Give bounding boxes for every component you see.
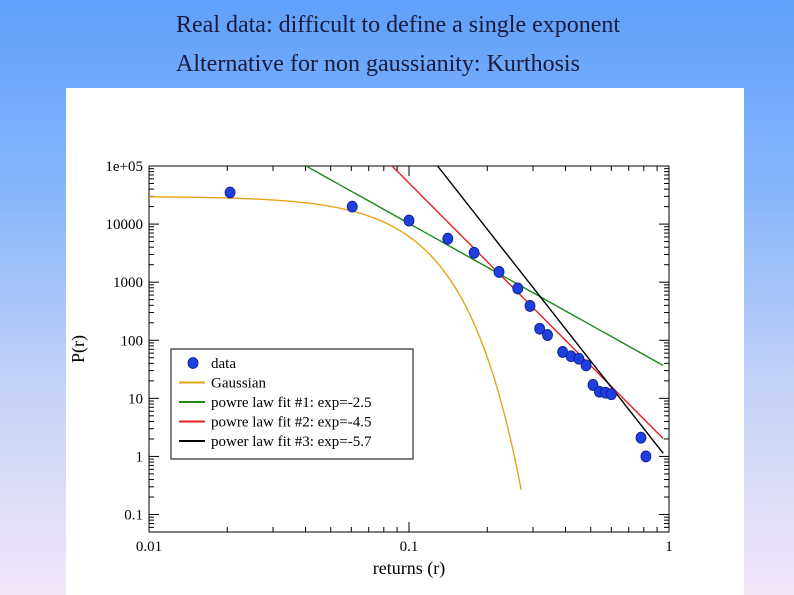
y-axis-label: P(r) [68, 335, 89, 363]
data-point [573, 352, 585, 365]
data-point [605, 388, 617, 401]
power-law-fit-line [437, 166, 664, 454]
data-point [534, 322, 546, 335]
power-law-fit-line [305, 166, 664, 367]
y-tick-label: 10 [128, 391, 143, 407]
data-point [524, 300, 536, 312]
plot-area [149, 166, 664, 490]
data-point [403, 214, 415, 227]
legend-marker-data [187, 357, 199, 369]
slide-title-line-1: Real data: difficult to define a single … [176, 12, 621, 38]
x-tick-label: 0.01 [136, 539, 162, 555]
chart: 0.1 1 10 100 1000 10000 1e+05 0.01 0.1 1 returns (… [68, 159, 673, 579]
data-point [580, 359, 592, 372]
data-point [493, 266, 505, 278]
data-point [346, 200, 358, 213]
x-tick-label: 1 [665, 539, 673, 555]
legend-box [170, 348, 414, 460]
y-tick-label: 1 [136, 449, 144, 465]
legend-label: powre law fit #1: exp=-2.5 [211, 395, 372, 411]
data-point [542, 329, 553, 341]
legend-label: data [211, 356, 236, 372]
y-tick-label: 100 [121, 333, 144, 349]
data-point [512, 282, 524, 295]
gaussian-curve [149, 196, 522, 490]
data-point [635, 431, 647, 444]
x-axis-label: returns (r) [373, 558, 445, 579]
data-point [468, 246, 480, 259]
data-point [640, 450, 652, 463]
y-tick-label: 1e+05 [105, 159, 143, 175]
chart-panel: 0.1 1 10 100 1000 10000 1e+05 0.01 0.1 1 returns (… [66, 88, 744, 595]
data-point [224, 186, 236, 199]
legend-label: powre law fit #2: exp=-4.5 [211, 415, 372, 431]
legend-label: Gaussian [211, 376, 266, 392]
legend-label: power law fit #3: exp=-5.7 [211, 434, 372, 450]
data-point [442, 232, 454, 245]
y-tick-label: 0.1 [124, 508, 143, 524]
y-tick-label: 1000 [113, 275, 143, 291]
x-tick-label: 0.1 [400, 539, 419, 555]
slide-title-line-2: Alternative for non gaussianity: Kurthos… [176, 51, 580, 77]
y-tick-label: 10000 [106, 217, 144, 233]
